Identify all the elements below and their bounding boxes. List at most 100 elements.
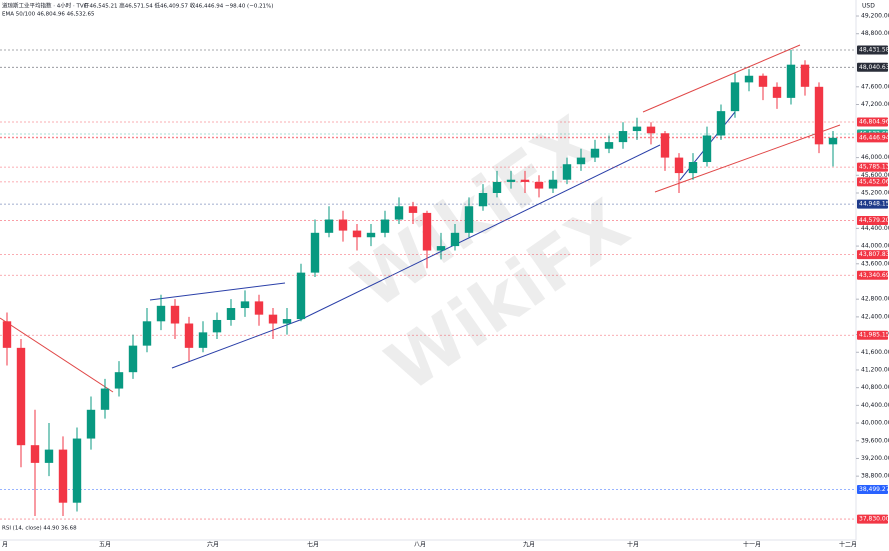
y-tick-label: 44,400.00 <box>861 225 889 232</box>
y-tick-label: 45,600.00 <box>861 172 889 179</box>
candle-body <box>142 321 152 346</box>
level-label: 46,446.94 <box>859 134 889 141</box>
candle-body <box>282 319 292 324</box>
y-tick-label: 47,200.00 <box>861 101 889 108</box>
candle-body <box>324 219 334 233</box>
level-box <box>857 162 888 172</box>
candle-body <box>100 388 110 410</box>
candle-body <box>716 111 726 136</box>
trend-line <box>299 144 661 321</box>
level-box <box>857 484 888 494</box>
candle-body <box>2 321 12 348</box>
x-tick-label: 月 <box>2 542 8 549</box>
candle-body <box>590 148 600 158</box>
level-label: 48,040.63 <box>859 64 889 71</box>
candle-body <box>576 157 586 165</box>
level-box <box>857 45 888 55</box>
candle-body <box>450 232 460 247</box>
level-label: 44,948.15 <box>859 201 889 208</box>
currency: USD <box>862 3 875 10</box>
x-tick-label: 十一月 <box>743 541 761 549</box>
level-box <box>857 117 888 127</box>
ema-legend: EMA 50/100 46,804.96 46,532.65 <box>2 12 95 18</box>
candle-body <box>156 305 166 322</box>
y-tick-label: 44,000.00 <box>861 243 889 250</box>
x-tick-label: 九月 <box>523 541 535 549</box>
candle-body <box>534 181 544 189</box>
candle-body <box>296 272 306 320</box>
level-box <box>857 62 888 72</box>
candle-body <box>44 449 54 463</box>
trend-line <box>0 317 114 393</box>
candle-body <box>240 301 250 309</box>
y-tick-label: 40,800.00 <box>861 384 889 391</box>
candle-body <box>758 75 768 87</box>
y-tick-label: 49,200.00 <box>861 13 889 20</box>
candle-body <box>814 86 824 145</box>
candle-body <box>422 212 432 251</box>
candle-body <box>198 332 208 348</box>
candle-body <box>58 449 68 503</box>
y-tick-label: 45,200.00 <box>861 189 889 196</box>
symbol-title: 道琼斯工业平均指数 · 4小时 · TVC <box>2 2 88 10</box>
level-box <box>857 514 888 524</box>
y-tick-label: 39,600.00 <box>861 437 889 444</box>
level-box <box>857 177 888 187</box>
y-tick-label: 40,000.00 <box>861 420 889 427</box>
y-tick-label: 47,600.00 <box>861 83 889 90</box>
level-box <box>857 199 888 209</box>
x-tick-label: 十月 <box>627 541 639 549</box>
trend-line <box>654 124 841 193</box>
candle-body <box>380 219 390 233</box>
level-label: 46,804.96 <box>859 118 889 125</box>
y-tick-label: 42,800.00 <box>861 296 889 303</box>
candle-body <box>408 206 418 213</box>
candle-body <box>310 232 320 273</box>
candle-body <box>772 86 782 98</box>
level-label: 45,785.13 <box>859 164 889 171</box>
candle-body <box>674 157 684 174</box>
candle-body <box>646 126 656 134</box>
candle-body <box>16 347 26 446</box>
candle-body <box>730 82 740 112</box>
candle-body <box>520 179 530 182</box>
candle-body <box>128 345 138 373</box>
level-label: 41,985.15 <box>859 332 889 339</box>
level-box <box>857 270 888 280</box>
level-label: 38,499.27 <box>859 486 889 493</box>
y-tick-label: 41,600.00 <box>861 349 889 356</box>
y-tick-label: 48,800.00 <box>861 30 889 37</box>
level-box <box>857 330 888 340</box>
x-tick-label: 六月 <box>207 541 219 549</box>
candle-body <box>618 131 628 143</box>
x-tick-label: 八月 <box>414 542 426 549</box>
candle-body <box>268 314 278 324</box>
rsi-legend: RSI (14, close) 44.90 36.68 <box>2 526 77 532</box>
level-label: 43,807.83 <box>859 251 889 258</box>
y-tick-label: 41,200.00 <box>861 366 889 373</box>
candle-body <box>548 179 558 189</box>
candle-body <box>366 232 376 238</box>
level-label: 45,452.06 <box>859 178 889 185</box>
candle-body <box>338 219 348 231</box>
level-label: 48,431.58 <box>859 47 889 54</box>
candle-body <box>254 301 264 315</box>
candle-body <box>604 142 614 149</box>
candle-body <box>114 372 124 389</box>
level-box <box>857 250 888 260</box>
candle-body <box>86 409 96 439</box>
level-label: 37,830.00 <box>859 516 889 523</box>
level-label: 44,579.20 <box>859 217 889 224</box>
level-label: 43,340.69 <box>859 272 889 279</box>
level-box <box>857 133 888 143</box>
candle-body <box>702 135 712 163</box>
candle-body <box>394 206 404 220</box>
candle-body <box>30 445 40 463</box>
candle-body <box>688 162 698 174</box>
x-tick-label: 十二月 <box>839 541 857 549</box>
ohlc: 开46,545.21 高46,571.54 低46,409.57 收46,446… <box>84 2 273 10</box>
y-tick-label: 39,200.00 <box>861 455 889 462</box>
candle-body <box>352 230 362 238</box>
y-tick-label: 46,000.00 <box>861 154 889 161</box>
